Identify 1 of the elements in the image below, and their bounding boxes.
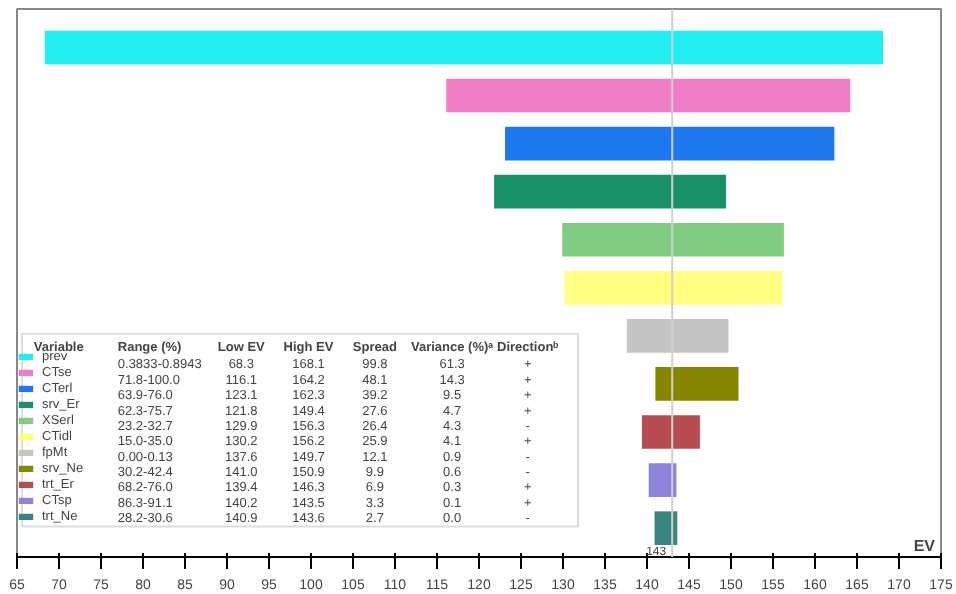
x-axis-title: EV	[913, 536, 937, 555]
